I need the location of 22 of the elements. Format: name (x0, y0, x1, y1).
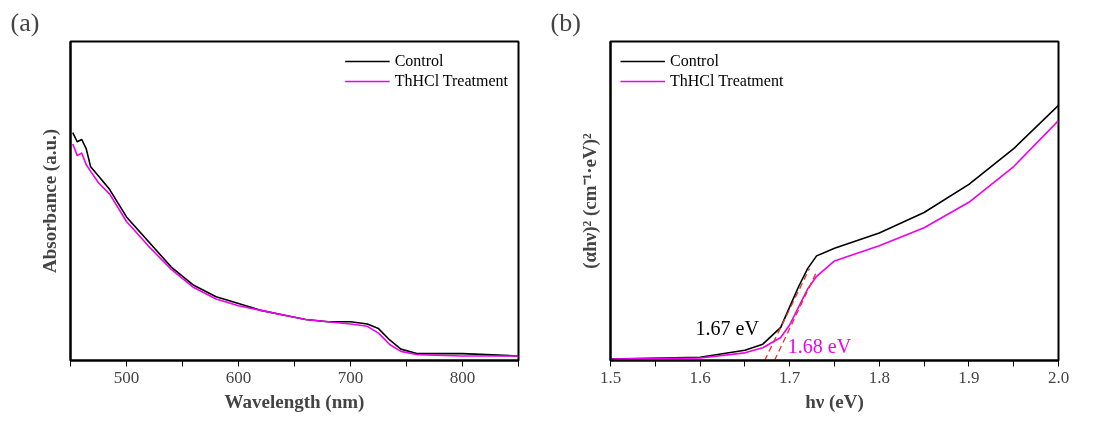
x-axis-title: hν (eV) (805, 390, 864, 413)
x-tick-label: 1.7 (779, 367, 801, 387)
x-tick-label: 1.9 (958, 367, 980, 387)
x-tick-label: 800 (449, 367, 476, 387)
x-tick-label: 700 (337, 367, 364, 387)
chart-title: (a) (10, 7, 40, 37)
x-tick-label: 1.6 (689, 367, 711, 387)
legend-label: ThHCl Treatment (394, 72, 508, 90)
legend-label: ThHCl Treatment (670, 72, 784, 90)
x-tick-label: 500 (113, 367, 140, 387)
chart-title: (b) (550, 7, 581, 37)
x-axis-title: Wavelength (nm) (224, 390, 365, 413)
legend-label: Control (670, 52, 719, 70)
x-tick-label: 600 (225, 367, 252, 387)
x-tick-label: 1.5 (599, 367, 622, 387)
x-tick-label: 2.0 (1047, 367, 1070, 387)
annotation: 1.68 eV (787, 334, 852, 357)
y-axis-title: (αhν)² (cm⁻¹·eV)² (578, 132, 601, 269)
annotation: 1.67 eV (695, 316, 760, 339)
x-tick-label: 1.8 (868, 367, 890, 387)
y-axis-title: Absorbance (a.u.) (38, 128, 61, 274)
legend-label: Control (394, 52, 444, 70)
